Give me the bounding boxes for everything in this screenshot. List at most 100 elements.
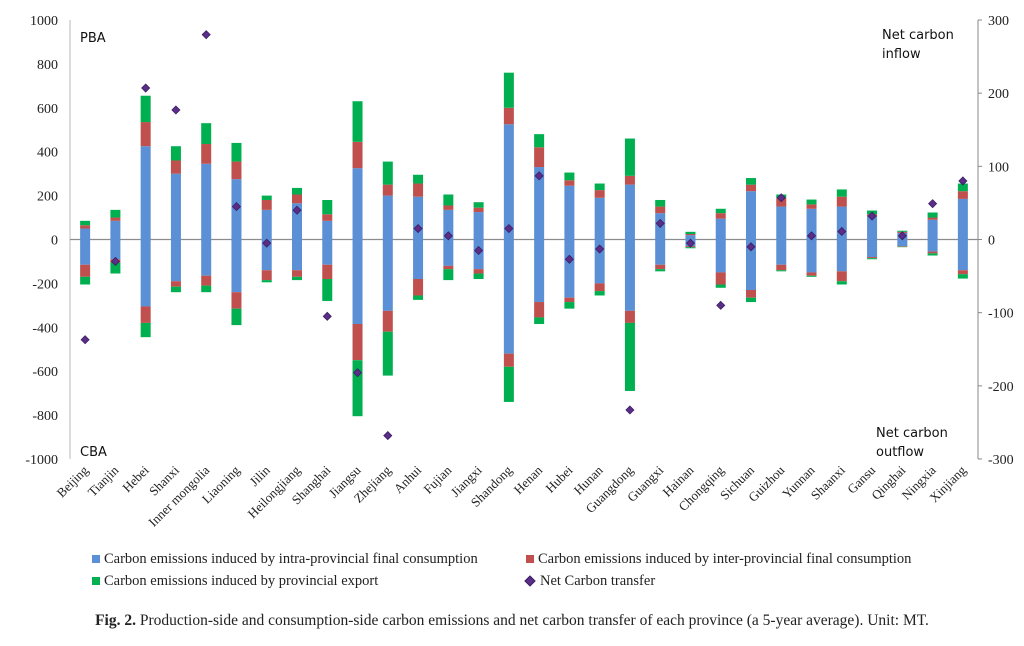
legend-label-intra: Carbon emissions induced by intra-provin… (104, 550, 478, 567)
bar-cba-segment (382, 331, 393, 376)
category-label: Henan (511, 462, 546, 497)
bar-pba-segment (292, 194, 302, 204)
bar-cba-segment (443, 269, 454, 281)
net-transfer-point (746, 242, 756, 252)
net-transfer-point (625, 405, 635, 415)
bar-pba-segment (957, 198, 968, 240)
caption-label: Fig. 2. (95, 612, 136, 629)
bar-cba-segment (957, 270, 968, 275)
bar-pba-segment (261, 195, 272, 200)
axes: 10008006004002000-200-400-600-800-100030… (25, 14, 1013, 468)
annotation-inflow-line2: inflow (882, 47, 921, 62)
right-tick-label: 0 (988, 234, 995, 249)
net-transfer-point (776, 193, 786, 203)
net-transfer-point (595, 244, 605, 254)
bar-group-jiangsu (352, 101, 363, 417)
bar-cba-segment (503, 366, 514, 402)
bar-cba-segment (776, 239, 787, 265)
right-tick-label: 100 (988, 160, 1009, 175)
bar-group-ningxia (927, 212, 938, 256)
bar-pba-segment (170, 160, 181, 174)
left-tick-label: -600 (32, 365, 58, 380)
bar-pba-segment (897, 230, 908, 232)
bar-pba-segment (594, 183, 605, 191)
bar-pba-segment (473, 207, 484, 213)
bar-cba-segment (231, 239, 242, 293)
bar-group-sichuan (746, 178, 756, 303)
bar-pba-segment (957, 191, 968, 199)
bar-pba-segment (473, 202, 484, 208)
net-transfer-point (685, 238, 696, 248)
bar-group-anhui (413, 174, 424, 300)
net-transfer-point (322, 311, 332, 321)
chart-area: 10008006004002000-200-400-600-800-100030… (25, 14, 1013, 530)
bar-cba-segment (292, 270, 302, 277)
legend-item-export: Carbon emissions induced by provincial e… (92, 573, 526, 590)
bar-cba-segment (957, 239, 968, 271)
right-tick-label: -100 (988, 307, 1014, 322)
bar-pba-segment (806, 199, 817, 205)
left-tick-label: -200 (32, 277, 58, 292)
bar-cba-segment (776, 270, 787, 272)
bar-cba-segment (140, 239, 151, 307)
bar-group-guangdong (624, 138, 635, 391)
left-tick-label: -400 (32, 321, 58, 336)
net-transfer-point (867, 211, 877, 221)
bar-pba-segment (594, 190, 605, 198)
bar-pba-segment (927, 212, 938, 218)
bar-cba-segment (292, 239, 302, 271)
annotation-cba: CBA (80, 445, 107, 460)
bar-cba-segment (261, 280, 272, 283)
bar-cba-segment (170, 281, 181, 287)
bar-pba-segment (594, 197, 605, 240)
bar-cba-segment (564, 239, 575, 298)
legend-swatch-inter (526, 555, 534, 563)
bar-cba-segment (201, 285, 212, 293)
bar-cba-segment (110, 239, 121, 260)
bar-cba-segment (594, 291, 605, 296)
bar-pba-segment (382, 161, 393, 185)
category-label: Beijing (54, 462, 92, 500)
bar-group-shaanxi (836, 189, 847, 285)
net-transfer-point (231, 202, 242, 212)
bar-cba-segment (201, 239, 212, 276)
bar-group-shandong (503, 72, 514, 402)
net-transfer-point (262, 238, 272, 248)
bar-cba-segment (231, 292, 242, 309)
bar-pba-segment (624, 138, 635, 176)
right-tick-label: 300 (988, 14, 1009, 29)
bar-group-jilin (261, 195, 272, 283)
bar-pba-segment (957, 183, 968, 192)
bar-group-chongqing (715, 208, 726, 288)
bar-cba-segment (322, 264, 333, 280)
annotation-inflow-line1: Net carbon (882, 28, 954, 43)
bar-group-henan (534, 134, 545, 325)
bar-pba-segment (806, 208, 817, 240)
bar-pba-segment (322, 214, 333, 221)
bar-group-guangxi (655, 199, 666, 272)
bar-pba-segment (110, 220, 121, 240)
bar-cba-segment (140, 322, 151, 338)
bar-cba-segment (80, 264, 91, 277)
bar-pba-segment (564, 185, 575, 240)
bar-cba-segment (473, 273, 484, 280)
bar-pba-segment (534, 134, 545, 148)
left-tick-label: 1000 (30, 14, 58, 29)
bar-pba-segment (836, 206, 847, 240)
annotation-outflow-line1: Net carbon (876, 426, 948, 441)
bar-cba-segment (927, 239, 938, 252)
left-tick-label: 0 (51, 234, 58, 249)
bar-cba-segment (564, 302, 575, 309)
bar-cba-segment (170, 286, 181, 293)
bar-pba-segment (927, 219, 938, 240)
net-transfer-point (564, 254, 574, 264)
bar-cba-segment (413, 239, 424, 280)
bar-cba-segment (231, 308, 242, 326)
bar-cba-segment (80, 276, 91, 285)
net-transfer-point (806, 231, 817, 241)
bar-cba-segment (352, 239, 363, 325)
category-label: Tianjin (85, 462, 122, 499)
net-transfer-point (655, 218, 665, 228)
bar-cba-segment (443, 239, 454, 266)
bar-pba-segment (715, 213, 726, 219)
